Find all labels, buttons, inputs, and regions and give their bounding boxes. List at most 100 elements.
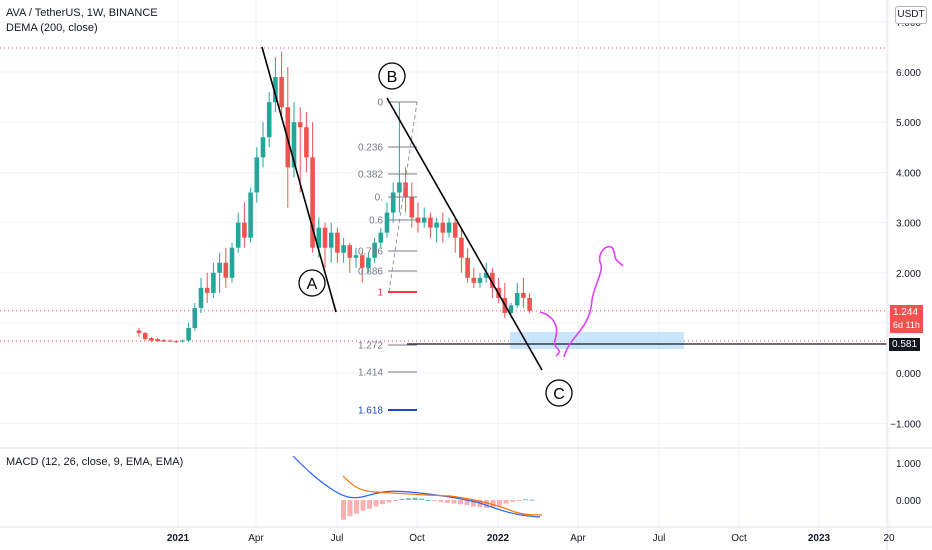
macd-histogram-bar	[419, 498, 424, 500]
fib-level-label: 0.382	[358, 170, 383, 181]
candle-body	[266, 102, 272, 138]
candle-body	[483, 272, 489, 278]
candle-body	[490, 272, 495, 288]
wave-label-circle	[545, 379, 573, 407]
candle-body	[229, 247, 235, 278]
time-tick-label: 20	[883, 533, 895, 544]
macd-histogram-bar	[399, 498, 405, 500]
candle-body	[149, 338, 154, 341]
candle-body	[372, 242, 377, 258]
candle-body	[223, 262, 229, 278]
candle-body	[353, 255, 359, 258]
price-tick-label: −1.000	[890, 419, 921, 430]
indicator-legend[interactable]: DEMA (200, close)	[6, 22, 98, 34]
candle-body	[403, 182, 408, 198]
candle-body	[235, 222, 241, 248]
candle-body	[409, 197, 415, 218]
current-price-badge: 1.244 6d 11h	[890, 305, 923, 333]
macd-histogram-bar	[406, 498, 411, 500]
candle-body	[366, 257, 371, 268]
fib-level-label: 0	[377, 98, 383, 109]
symbol-title[interactable]: AVA / TetherUS, 1W, BINANCE	[6, 7, 158, 19]
candle-body	[514, 292, 520, 306]
fib-level-label: 0.886	[358, 267, 383, 278]
candle-body	[304, 127, 309, 158]
fib-level-label: 1	[377, 288, 383, 299]
candle-body	[465, 257, 470, 278]
candle-body	[254, 157, 260, 193]
macd-histogram-bar	[432, 500, 437, 502]
time-tick-label: 2022	[487, 533, 510, 544]
projection-sketch	[539, 311, 561, 357]
candle-body	[397, 182, 402, 193]
macd-histogram-bar	[464, 500, 470, 506]
wave-label-circle	[378, 62, 406, 90]
candle-body	[521, 292, 526, 298]
price-tick-label: 3.000	[896, 219, 921, 230]
candle-body	[136, 330, 142, 334]
candle-body	[446, 222, 452, 233]
time-tick-label: Jul	[653, 533, 666, 544]
candle-body	[471, 277, 477, 283]
candle-body	[161, 340, 167, 342]
macd-histogram-bar	[380, 500, 385, 505]
wave-label-circle	[298, 269, 326, 297]
support-zone-rect	[510, 332, 684, 349]
candle-body	[273, 77, 278, 103]
candle-body	[341, 245, 346, 253]
time-tick-label: Apr	[248, 533, 264, 544]
currency-unit-button[interactable]: USDT	[895, 6, 927, 24]
macd-histogram-bar	[393, 500, 398, 501]
macd-histogram-bar	[529, 499, 535, 501]
candle-body	[192, 307, 198, 329]
wave-a-trendline	[261, 46, 337, 313]
candle-body	[180, 340, 185, 342]
time-tick-label: 2021	[167, 533, 190, 544]
candle-body	[434, 222, 439, 228]
time-tick-label: Jul	[331, 533, 344, 544]
signal-line	[342, 475, 543, 516]
price-tick-label: 5.000	[896, 118, 921, 129]
candle-body	[242, 222, 247, 238]
fib-level-label: 1.272	[358, 341, 383, 352]
candle-body	[384, 212, 390, 233]
macd-histogram-bar	[438, 500, 444, 503]
macd-legend[interactable]: MACD (12, 26, close, 9, EMA, EMA)	[6, 456, 184, 468]
price-tick-label: 6.000	[896, 68, 921, 79]
candle-body	[508, 305, 514, 313]
drawings-layer: 0 0.236 0.382 0. 0.6 0.786 0.886 1 1.272 1.414 1.6…	[261, 46, 887, 417]
macd-histogram-bar	[373, 500, 379, 507]
candle-body	[335, 232, 340, 253]
candle-body	[310, 157, 315, 248]
candlestick-series	[136, 51, 532, 344]
time-tick-label: Apr	[570, 533, 586, 544]
candle-body	[459, 237, 464, 258]
candle-body	[297, 122, 303, 128]
candle-body	[347, 245, 353, 258]
candle-body	[217, 262, 222, 273]
fib-level-label: 1.414	[358, 368, 383, 379]
horizontal-line-price-badge: 0.581	[889, 338, 921, 351]
macd-histogram-bar	[516, 500, 522, 501]
macd-histogram-bar	[503, 500, 509, 504]
wave-label-text: C	[553, 386, 565, 403]
macd-line	[292, 455, 541, 518]
candle-body	[279, 77, 284, 108]
candle-body	[248, 192, 253, 238]
time-tick-label: Oct	[731, 533, 747, 544]
macd-histogram-bar	[523, 499, 528, 501]
fib-level-label: 1.618	[358, 406, 383, 417]
candle-body	[142, 333, 148, 340]
candle-body	[378, 232, 384, 243]
macd-histogram-bar	[412, 497, 418, 500]
wave-label-text: A	[307, 276, 318, 293]
candle-body	[322, 227, 328, 248]
candle-body	[359, 255, 365, 268]
fib-level-label: 0.	[375, 193, 383, 204]
macd-histogram-bar	[354, 500, 359, 514]
macd-tick-label: 1.000	[896, 459, 921, 470]
macd-histogram-bar	[386, 500, 392, 503]
candle-body	[328, 232, 334, 248]
wave-label-text: B	[387, 69, 398, 86]
time-tick-label: Oct	[409, 533, 425, 544]
